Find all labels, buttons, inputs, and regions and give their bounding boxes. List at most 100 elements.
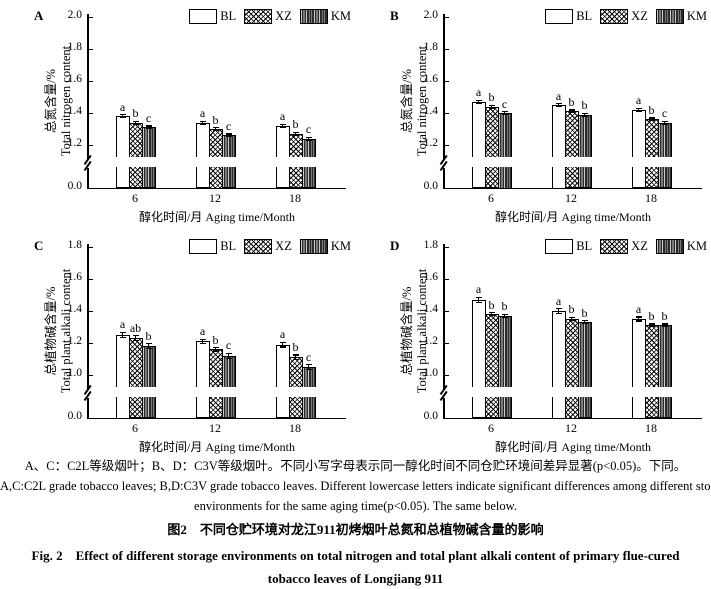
y-axis-title-cn: 总植物碱含量/% bbox=[400, 286, 414, 376]
y-tick bbox=[444, 48, 449, 50]
y-tick-label: 1.2 bbox=[67, 335, 82, 347]
legend-swatch-KM bbox=[655, 8, 684, 24]
sig-letter: a bbox=[279, 109, 286, 124]
bar-BL-18mo bbox=[631, 109, 646, 189]
y-tick-label: 1.4 bbox=[423, 303, 438, 315]
y-tick bbox=[444, 342, 449, 344]
y-tick bbox=[444, 187, 449, 189]
axis-break-band bbox=[445, 387, 701, 397]
legend: BL XZ KM bbox=[537, 238, 707, 254]
y-tick-label: 0.0 bbox=[423, 410, 438, 422]
error-bar-cap bbox=[501, 313, 508, 315]
sig-letter: b bbox=[488, 90, 495, 105]
y-tick-label: 1.4 bbox=[67, 303, 82, 315]
caption-en-2: tobacco leaves of Longjiang 911 bbox=[267, 571, 444, 586]
y-tick-label: 2.0 bbox=[423, 9, 438, 21]
legend-label-KM: KM bbox=[686, 238, 707, 253]
y-axis-title-cn: 总氮含量/% bbox=[400, 69, 414, 133]
bar-KM-12mo bbox=[577, 114, 592, 189]
error-bar-cap bbox=[119, 114, 126, 116]
error-bar-cap bbox=[132, 335, 139, 337]
y-axis-title-en: Total nitrogen content bbox=[415, 45, 429, 157]
y-tick-label: 1.4 bbox=[67, 105, 82, 117]
sig-letter: ab bbox=[129, 320, 142, 335]
error-bar-cap bbox=[305, 139, 312, 141]
sig-letter: b bbox=[292, 340, 299, 354]
bar-BL-6mo bbox=[471, 101, 486, 189]
error-bar-cap bbox=[212, 129, 219, 131]
y-tick-label: 1.2 bbox=[67, 137, 82, 149]
bar-XZ-6mo bbox=[128, 122, 143, 189]
error-bar-stem bbox=[504, 111, 505, 115]
sig-letter: b bbox=[661, 309, 668, 323]
error-bar-stem bbox=[202, 339, 203, 344]
y-tick-label: 1.8 bbox=[423, 239, 438, 251]
legend-swatch-BL bbox=[189, 8, 218, 24]
legend: BL XZ KM bbox=[181, 8, 351, 24]
x-axis-title: 醇化时间/月 Aging time/Month bbox=[494, 210, 651, 224]
error-bar-cap bbox=[501, 316, 508, 318]
y-axis-title: 总植物碱含量/% Total plant alkali content bbox=[400, 231, 430, 431]
bar-BL-6mo bbox=[115, 116, 130, 189]
bar-XZ-6mo bbox=[484, 106, 499, 189]
legend-label-XZ: XZ bbox=[275, 238, 292, 253]
y-tick bbox=[88, 187, 93, 189]
legend-swatch-KM bbox=[655, 238, 684, 254]
error-bar-cap bbox=[292, 134, 299, 136]
x-tick-label: 12 bbox=[565, 421, 577, 435]
x-tick-label: 12 bbox=[565, 191, 577, 205]
y-axis-title-cn: 总氮含量/% bbox=[44, 69, 58, 133]
error-bar-stem bbox=[122, 114, 123, 118]
y-tick-label: 1.6 bbox=[67, 271, 82, 283]
bar-BL-18mo bbox=[631, 319, 646, 419]
y-tick bbox=[444, 16, 449, 18]
panel-c-chart: C 0.0 1.0 1.2 1.4 1.6 1.8 总植物碱含量/% Total plant a… bbox=[0, 230, 355, 460]
error-bar-cap bbox=[292, 354, 299, 356]
error-bar-cap bbox=[635, 107, 642, 109]
sig-letter: b bbox=[212, 332, 219, 347]
error-bar-cap bbox=[305, 364, 312, 366]
error-bar-cap bbox=[581, 112, 588, 114]
sig-letter: a bbox=[635, 93, 642, 108]
y-tick bbox=[444, 80, 449, 82]
bar-XZ-18mo bbox=[644, 325, 659, 419]
error-bar-stem bbox=[282, 342, 283, 347]
x-axis-title: 醇化时间/月 Aging time/Month bbox=[138, 440, 295, 454]
error-bar-stem bbox=[282, 124, 283, 128]
x-tick-label: 18 bbox=[645, 191, 657, 205]
error-bar-stem bbox=[215, 347, 216, 351]
axis-break-band bbox=[445, 157, 701, 167]
y-tick bbox=[444, 278, 449, 280]
sig-letter: a bbox=[475, 85, 482, 100]
panel-label: D bbox=[390, 238, 400, 253]
legend-label-BL: BL bbox=[220, 238, 237, 253]
y-axis-title: 总氮含量/% Total nitrogen content bbox=[400, 1, 430, 201]
y-tick-label: 1.6 bbox=[423, 271, 438, 283]
y-tick-label: 1.2 bbox=[423, 137, 438, 149]
y-tick-label: 0.0 bbox=[67, 180, 82, 192]
error-bar-cap bbox=[581, 320, 588, 322]
error-bar-stem bbox=[571, 110, 572, 113]
error-bar-cap bbox=[145, 128, 152, 130]
legend-label-BL: BL bbox=[576, 238, 593, 253]
error-bar-cap bbox=[488, 312, 495, 314]
x-tick-label: 18 bbox=[289, 421, 301, 435]
error-bar-cap bbox=[568, 112, 575, 114]
bar-KM-6mo bbox=[497, 315, 512, 419]
sig-letter: b bbox=[648, 103, 655, 117]
error-bar-stem bbox=[295, 132, 296, 136]
y-tick bbox=[444, 112, 449, 114]
error-bar-cap bbox=[555, 308, 562, 310]
y-tick-label: 1.4 bbox=[423, 105, 438, 117]
legend-swatch-XZ bbox=[244, 8, 273, 24]
axis-break-band bbox=[89, 157, 345, 167]
error-bar-cap bbox=[488, 315, 495, 317]
error-bar-stem bbox=[295, 355, 296, 360]
bar-XZ-6mo bbox=[128, 338, 143, 419]
bar-KM-18mo bbox=[657, 122, 672, 189]
error-bar-stem bbox=[491, 105, 492, 108]
y-tick bbox=[88, 374, 93, 376]
y-tick bbox=[444, 374, 449, 376]
error-bar-stem bbox=[584, 113, 585, 116]
error-bar-cap bbox=[568, 109, 575, 111]
